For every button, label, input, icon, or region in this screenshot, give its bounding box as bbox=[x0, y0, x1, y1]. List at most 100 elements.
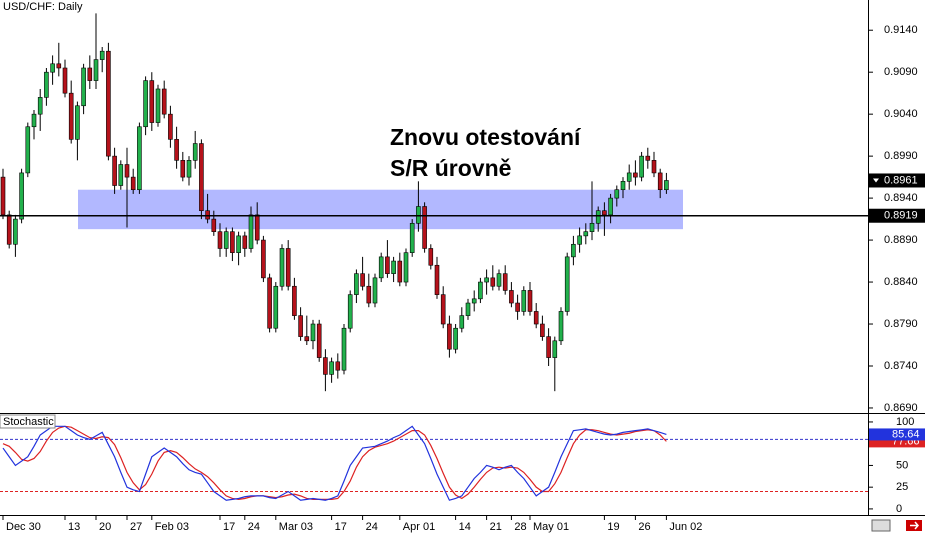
candle-body bbox=[180, 160, 186, 178]
x-tick-label: May 01 bbox=[533, 521, 569, 533]
zone-layer bbox=[78, 189, 683, 230]
candle-body bbox=[391, 260, 396, 274]
candle-body bbox=[459, 315, 465, 329]
indicator-line bbox=[2, 425, 667, 501]
candle-body bbox=[261, 239, 266, 279]
y-tick-label: 0.8990 bbox=[884, 150, 918, 162]
candle-body bbox=[428, 248, 434, 266]
indicator-y-tick-label: 0 bbox=[896, 503, 902, 515]
candle-body bbox=[267, 277, 272, 329]
candle-body bbox=[310, 323, 316, 342]
candle-body bbox=[602, 210, 607, 216]
candle-body bbox=[186, 160, 192, 178]
candle-body bbox=[112, 155, 117, 186]
candle-body bbox=[137, 126, 142, 191]
candle-body bbox=[397, 260, 403, 283]
candle-body bbox=[366, 285, 372, 304]
candle-body bbox=[341, 327, 347, 371]
candle-body bbox=[6, 214, 12, 245]
last-price-tag bbox=[869, 173, 925, 188]
candle-body bbox=[447, 323, 452, 350]
title-box bbox=[0, 0, 80, 14]
candle-body bbox=[106, 50, 111, 157]
candle-body bbox=[143, 80, 148, 128]
candle-body bbox=[540, 323, 545, 337]
candle-body bbox=[316, 323, 322, 358]
candle-body bbox=[56, 63, 62, 69]
candle-body bbox=[484, 277, 489, 283]
candle-body bbox=[329, 361, 334, 375]
level-tag-label: 0.8919 bbox=[884, 210, 918, 222]
candle-body bbox=[304, 336, 310, 342]
candle-body bbox=[589, 222, 595, 232]
last-price-arrow bbox=[873, 178, 879, 183]
candle-body bbox=[645, 155, 651, 161]
candle-body bbox=[577, 235, 582, 245]
x-tick-label: Dec 30 bbox=[6, 521, 41, 533]
indicator-title: Stochastic bbox=[3, 416, 54, 428]
candle-body bbox=[149, 80, 155, 123]
scroll-icon[interactable] bbox=[871, 519, 891, 532]
x-tick-label: Apr 01 bbox=[403, 521, 435, 533]
candle-body bbox=[13, 218, 18, 245]
candle-body bbox=[75, 105, 80, 140]
candle-body bbox=[285, 248, 291, 287]
x-tick-label: 13 bbox=[68, 521, 80, 533]
indicator-y-tick-label: 50 bbox=[896, 459, 908, 471]
candle-body bbox=[19, 172, 24, 220]
x-tick-label: Feb 03 bbox=[155, 521, 189, 533]
candle-body bbox=[298, 315, 303, 337]
candle-body bbox=[347, 294, 353, 329]
x-tick-label: 14 bbox=[459, 521, 471, 533]
candle-body bbox=[62, 67, 68, 94]
y-tick-label: 0.8940 bbox=[884, 192, 918, 204]
candle-body bbox=[273, 285, 279, 329]
candle-body bbox=[155, 88, 161, 123]
candle-body bbox=[533, 311, 539, 325]
indicator-line bbox=[2, 425, 667, 500]
candle-body bbox=[496, 273, 502, 287]
candle-body bbox=[242, 235, 248, 249]
candle-body bbox=[378, 256, 384, 279]
y-tick-label: 0.9040 bbox=[884, 108, 918, 120]
x-tick-label: 19 bbox=[607, 521, 619, 533]
y-tick-label: 0.8740 bbox=[884, 360, 918, 372]
candle-body bbox=[595, 210, 601, 224]
candle-body bbox=[478, 281, 483, 300]
candle-body bbox=[434, 264, 440, 295]
candle-body bbox=[657, 172, 663, 191]
candle-body bbox=[0, 176, 6, 216]
candle-body bbox=[453, 327, 458, 350]
candle-body bbox=[502, 273, 508, 291]
indicator-value-label: 85.64 bbox=[892, 428, 920, 440]
candle-body bbox=[87, 67, 93, 81]
candle-body bbox=[25, 126, 31, 174]
candle-body bbox=[217, 231, 223, 249]
candle-body bbox=[168, 113, 173, 140]
x-tick-label: 24 bbox=[366, 521, 378, 533]
indicator-layer bbox=[0, 425, 868, 501]
annotation: Znovu otestování bbox=[390, 124, 582, 150]
candle-body bbox=[192, 143, 198, 161]
candle-body bbox=[651, 160, 657, 174]
candle-body bbox=[633, 172, 638, 178]
candle-body bbox=[509, 290, 514, 304]
candle-body bbox=[385, 256, 390, 274]
candle-body bbox=[37, 97, 43, 115]
candle-body bbox=[199, 143, 204, 211]
candle-body bbox=[490, 277, 496, 287]
candle-body bbox=[99, 50, 105, 60]
level-tag bbox=[869, 208, 925, 223]
candle-body bbox=[205, 210, 210, 220]
candle-body bbox=[564, 256, 570, 312]
candle-body bbox=[161, 88, 167, 115]
candle-body bbox=[583, 231, 589, 237]
candle-body bbox=[50, 63, 55, 73]
candle-body bbox=[372, 277, 378, 304]
indicator-value-tag bbox=[869, 428, 925, 441]
candle-body bbox=[354, 273, 359, 295]
y-tick-label: 0.8790 bbox=[884, 318, 918, 330]
x-tick-label: 26 bbox=[638, 521, 650, 533]
